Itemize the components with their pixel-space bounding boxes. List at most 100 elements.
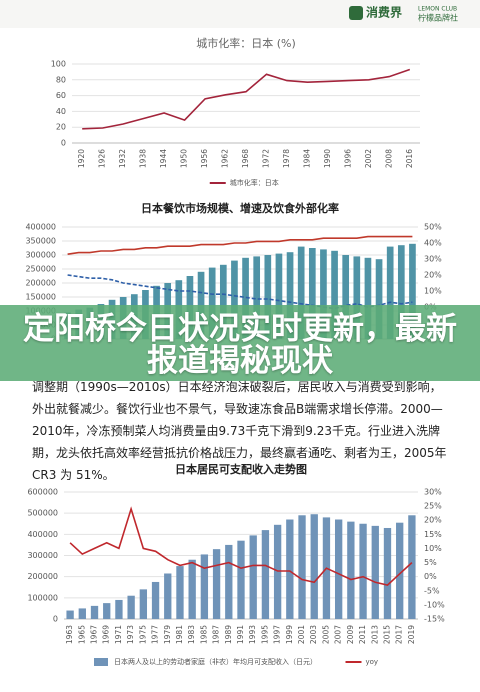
x-tick-label: 2009 [346, 625, 355, 644]
bar [297, 246, 305, 339]
x-tick-label: 2011 [358, 625, 367, 644]
bar [383, 527, 392, 619]
y-tick-label: 60 [56, 91, 66, 100]
y-tick-label: 300000 [27, 551, 58, 560]
bar [334, 519, 343, 619]
y2-tick-label: 40% [424, 239, 442, 248]
bar [397, 245, 405, 339]
line [82, 68, 411, 130]
bar [219, 264, 227, 339]
overlay: 定阳桥今日状况实时更新，最新报道揭秘现状 [0, 305, 480, 381]
bar [151, 581, 160, 619]
bar [353, 256, 361, 339]
x-tick-label: 2017 [395, 625, 404, 644]
x-tick-label: 1968 [241, 149, 250, 168]
bar [212, 549, 221, 619]
y-tick-label: 350000 [25, 237, 56, 246]
y2-tick-label: 10% [424, 544, 442, 553]
y-tick-label: 80 [56, 75, 66, 84]
x-tick-label: 1999 [285, 625, 294, 644]
logo-icon [349, 6, 363, 20]
y2-tick-label: -15% [424, 615, 445, 624]
bar [176, 566, 184, 619]
bar [286, 519, 294, 619]
y-tick-label: 100 [51, 60, 66, 69]
bar [264, 255, 272, 339]
x-tick-label: 1920 [77, 149, 86, 168]
y-tick-label: 150000 [25, 293, 56, 302]
x-tick-label: 1926 [98, 149, 107, 168]
bar [249, 535, 257, 619]
brand-en: LEMON CLUB [418, 6, 457, 13]
bar [253, 256, 261, 339]
x-tick-label: 1967 [90, 625, 99, 644]
y2-tick-label: 30% [424, 255, 442, 264]
bar [298, 515, 306, 619]
y2-tick-label: 25% [424, 502, 442, 511]
y2-tick-label: 50% [424, 223, 442, 232]
x-tick-label: 2013 [370, 625, 379, 644]
y2-tick-label: 5% [424, 558, 437, 567]
bar [242, 257, 249, 339]
y-tick-label: 400000 [25, 223, 56, 232]
bar [409, 243, 416, 339]
bar [275, 253, 283, 339]
x-tick-label: 2019 [407, 625, 416, 644]
line [69, 506, 413, 586]
x-tick-label: 1972 [261, 149, 270, 168]
x-tick-label: 1978 [282, 149, 291, 168]
x-tick-label: 1990 [323, 149, 332, 168]
y2-tick-label: -10% [424, 600, 445, 609]
line [67, 274, 413, 310]
x-tick-label: 1985 [199, 625, 208, 644]
x-tick-label: 1975 [138, 625, 147, 644]
bar [225, 544, 233, 619]
y-tick-label: 200000 [25, 279, 56, 288]
bar [139, 589, 148, 619]
bar [261, 530, 270, 619]
x-tick-label: 1977 [151, 625, 160, 644]
bar [331, 250, 338, 339]
y2-tick-label: 0% [424, 572, 437, 581]
bar [320, 249, 327, 339]
x-tick-label: 1956 [200, 149, 209, 168]
header-band [0, 0, 480, 28]
x-tick-label: 1984 [302, 149, 311, 168]
y2-tick-label: -5% [424, 586, 440, 595]
chart-title: 日本居民可支配收入走势图 [175, 462, 307, 476]
y-tick-label: 40 [56, 107, 66, 116]
x-tick-label: 1973 [126, 625, 135, 644]
logo: 消费界 [366, 5, 402, 20]
bar [90, 605, 99, 619]
y-tick-label: 250000 [25, 265, 56, 274]
y-tick-label: 20 [56, 123, 66, 132]
y-tick-label: 400000 [27, 530, 58, 539]
y-tick-label: 300000 [25, 251, 56, 260]
bar [359, 523, 367, 619]
x-tick-label: 2015 [382, 625, 391, 644]
bar [386, 246, 394, 339]
chart-title: 日本餐饮市场规模、增速及饮食外部化率 [141, 201, 339, 215]
y2-tick-label: 20% [424, 516, 442, 525]
x-tick-label: 2005 [321, 625, 330, 644]
x-tick-label: 2003 [309, 625, 318, 644]
legend-swatch [94, 658, 108, 666]
x-tick-label: 2008 [384, 149, 393, 168]
line [67, 235, 413, 255]
x-tick-label: 1962 [221, 149, 230, 168]
x-tick-label: 1979 [163, 625, 172, 644]
bar [273, 524, 282, 619]
paragraph: 调整期（1990s—2010s）日本经济泡沫破裂后，居民收入与消费受到影响，外出… [32, 380, 447, 482]
legend-label: 城市化率：日本 [230, 178, 279, 187]
bar [375, 259, 383, 339]
bar [364, 257, 372, 339]
x-tick-label: 1944 [159, 149, 168, 168]
x-tick-label: 1932 [118, 149, 127, 168]
x-tick-label: 1997 [273, 625, 282, 644]
overlay-title: 定阳桥今日状况实时更新，最新报道揭秘现状 [23, 311, 457, 379]
x-tick-label: 1981 [175, 625, 184, 644]
bar [408, 515, 416, 619]
y2-tick-label: 10% [424, 287, 442, 296]
bar [237, 540, 245, 619]
x-tick-label: 1938 [139, 149, 148, 168]
